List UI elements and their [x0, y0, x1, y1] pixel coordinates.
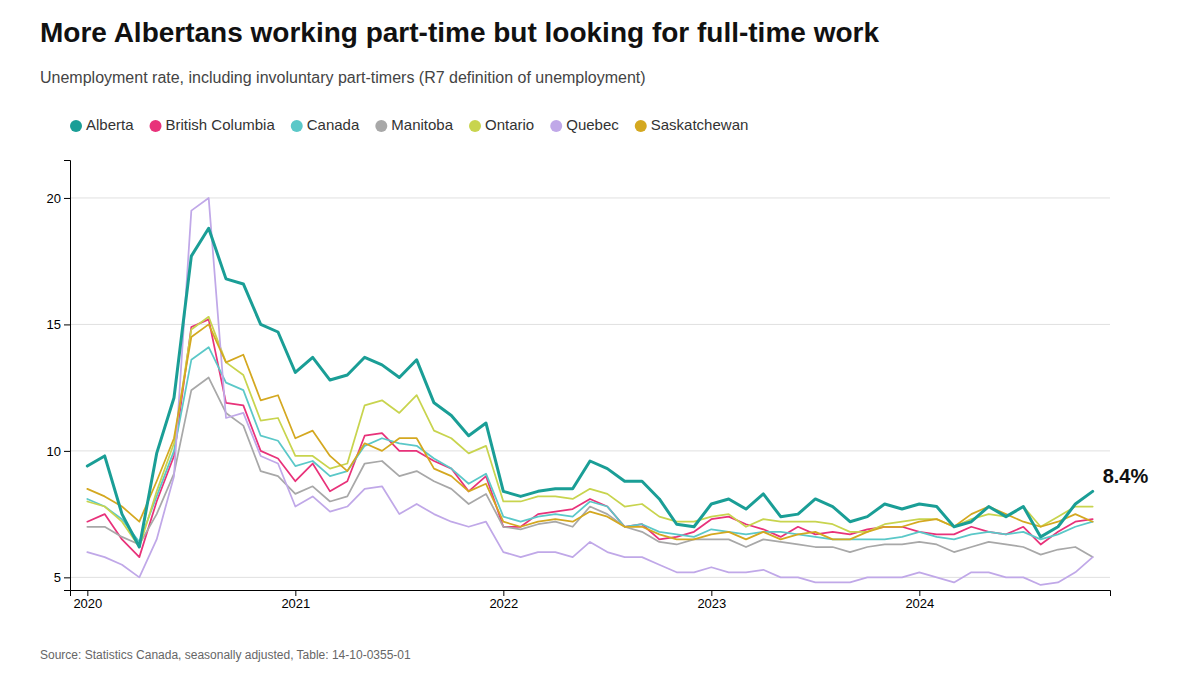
tick-label: 20 — [47, 191, 61, 206]
legend-item: Saskatchewan — [635, 116, 749, 133]
grid-line — [70, 450, 1110, 451]
legend-marker — [469, 120, 481, 132]
tick-mark — [64, 198, 70, 199]
tick: 2020 — [73, 590, 102, 611]
tick-label: 2023 — [697, 596, 726, 611]
source: Source: Statistics Canada, seasonally ad… — [40, 648, 411, 662]
tick: 10 — [47, 444, 70, 459]
subtitle: Unemployment rate, including involuntary… — [40, 69, 646, 86]
legend-marker — [291, 120, 303, 132]
tick: 2021 — [281, 590, 310, 611]
tick-mark — [711, 590, 712, 596]
legend-item: Alberta — [70, 116, 134, 133]
plot: 510152020202021202220232024 — [47, 161, 1111, 612]
lines — [87, 198, 1092, 585]
grid-line — [70, 197, 1110, 198]
legend-marker — [375, 120, 387, 132]
tick: 5 — [54, 570, 70, 585]
legend-label: Alberta — [86, 116, 134, 133]
chart: More Albertans working part-time but loo… — [0, 0, 1200, 675]
tick-label: 2020 — [73, 596, 102, 611]
tick-label: 2022 — [489, 596, 518, 611]
tick: 15 — [47, 317, 70, 332]
grid-line — [70, 577, 1110, 578]
series-line — [87, 228, 1092, 547]
tick-mark — [919, 590, 920, 596]
annotation: 8.4% — [1103, 465, 1149, 487]
legend-label: British Columbia — [166, 116, 276, 133]
legend-item: Canada — [291, 116, 360, 133]
tick: 2022 — [489, 590, 518, 611]
series-line — [87, 198, 1092, 585]
tick-label: 2024 — [905, 596, 934, 611]
x-axis: 2020 2021 2022 2023 2024 — [71, 590, 1111, 611]
y-axis: 5 10 15 20 — [47, 161, 71, 591]
legend-marker — [70, 120, 82, 132]
legend-item: Ontario — [469, 116, 534, 133]
legend-label: Manitoba — [391, 116, 453, 133]
tick-label: 5 — [54, 570, 61, 585]
legend-label: Quebec — [566, 116, 619, 133]
tick-mark — [64, 451, 70, 452]
tick-mark — [64, 577, 70, 578]
legend-item: Manitoba — [375, 116, 453, 133]
grid — [70, 198, 1110, 577]
legend: Alberta British Columbia Canada Manitoba Ont… — [70, 116, 748, 133]
series-line — [87, 378, 1092, 558]
series-line — [87, 324, 1092, 539]
legend-label: Canada — [307, 116, 360, 133]
legend-item: Quebec — [550, 116, 619, 133]
tick-label: 15 — [47, 317, 61, 332]
title: More Albertans working part-time but loo… — [40, 17, 879, 48]
legend-marker — [550, 120, 562, 132]
axis-line — [71, 591, 1111, 597]
axis-line — [64, 161, 71, 591]
legend-label: Saskatchewan — [651, 116, 749, 133]
tick-label: 2021 — [281, 596, 310, 611]
series-line — [87, 319, 1092, 557]
tick: 2024 — [905, 590, 934, 611]
tick: 2023 — [697, 590, 726, 611]
legend-marker — [150, 120, 162, 132]
tick-label: 10 — [47, 444, 61, 459]
tick: 20 — [47, 191, 70, 206]
tick-mark — [64, 324, 70, 325]
legend-marker — [635, 120, 647, 132]
tick-mark — [503, 590, 504, 596]
tick-mark — [87, 590, 88, 596]
tick-mark — [295, 590, 296, 596]
legend-label: Ontario — [485, 116, 534, 133]
legend-item: British Columbia — [150, 116, 276, 133]
grid-line — [70, 324, 1110, 325]
